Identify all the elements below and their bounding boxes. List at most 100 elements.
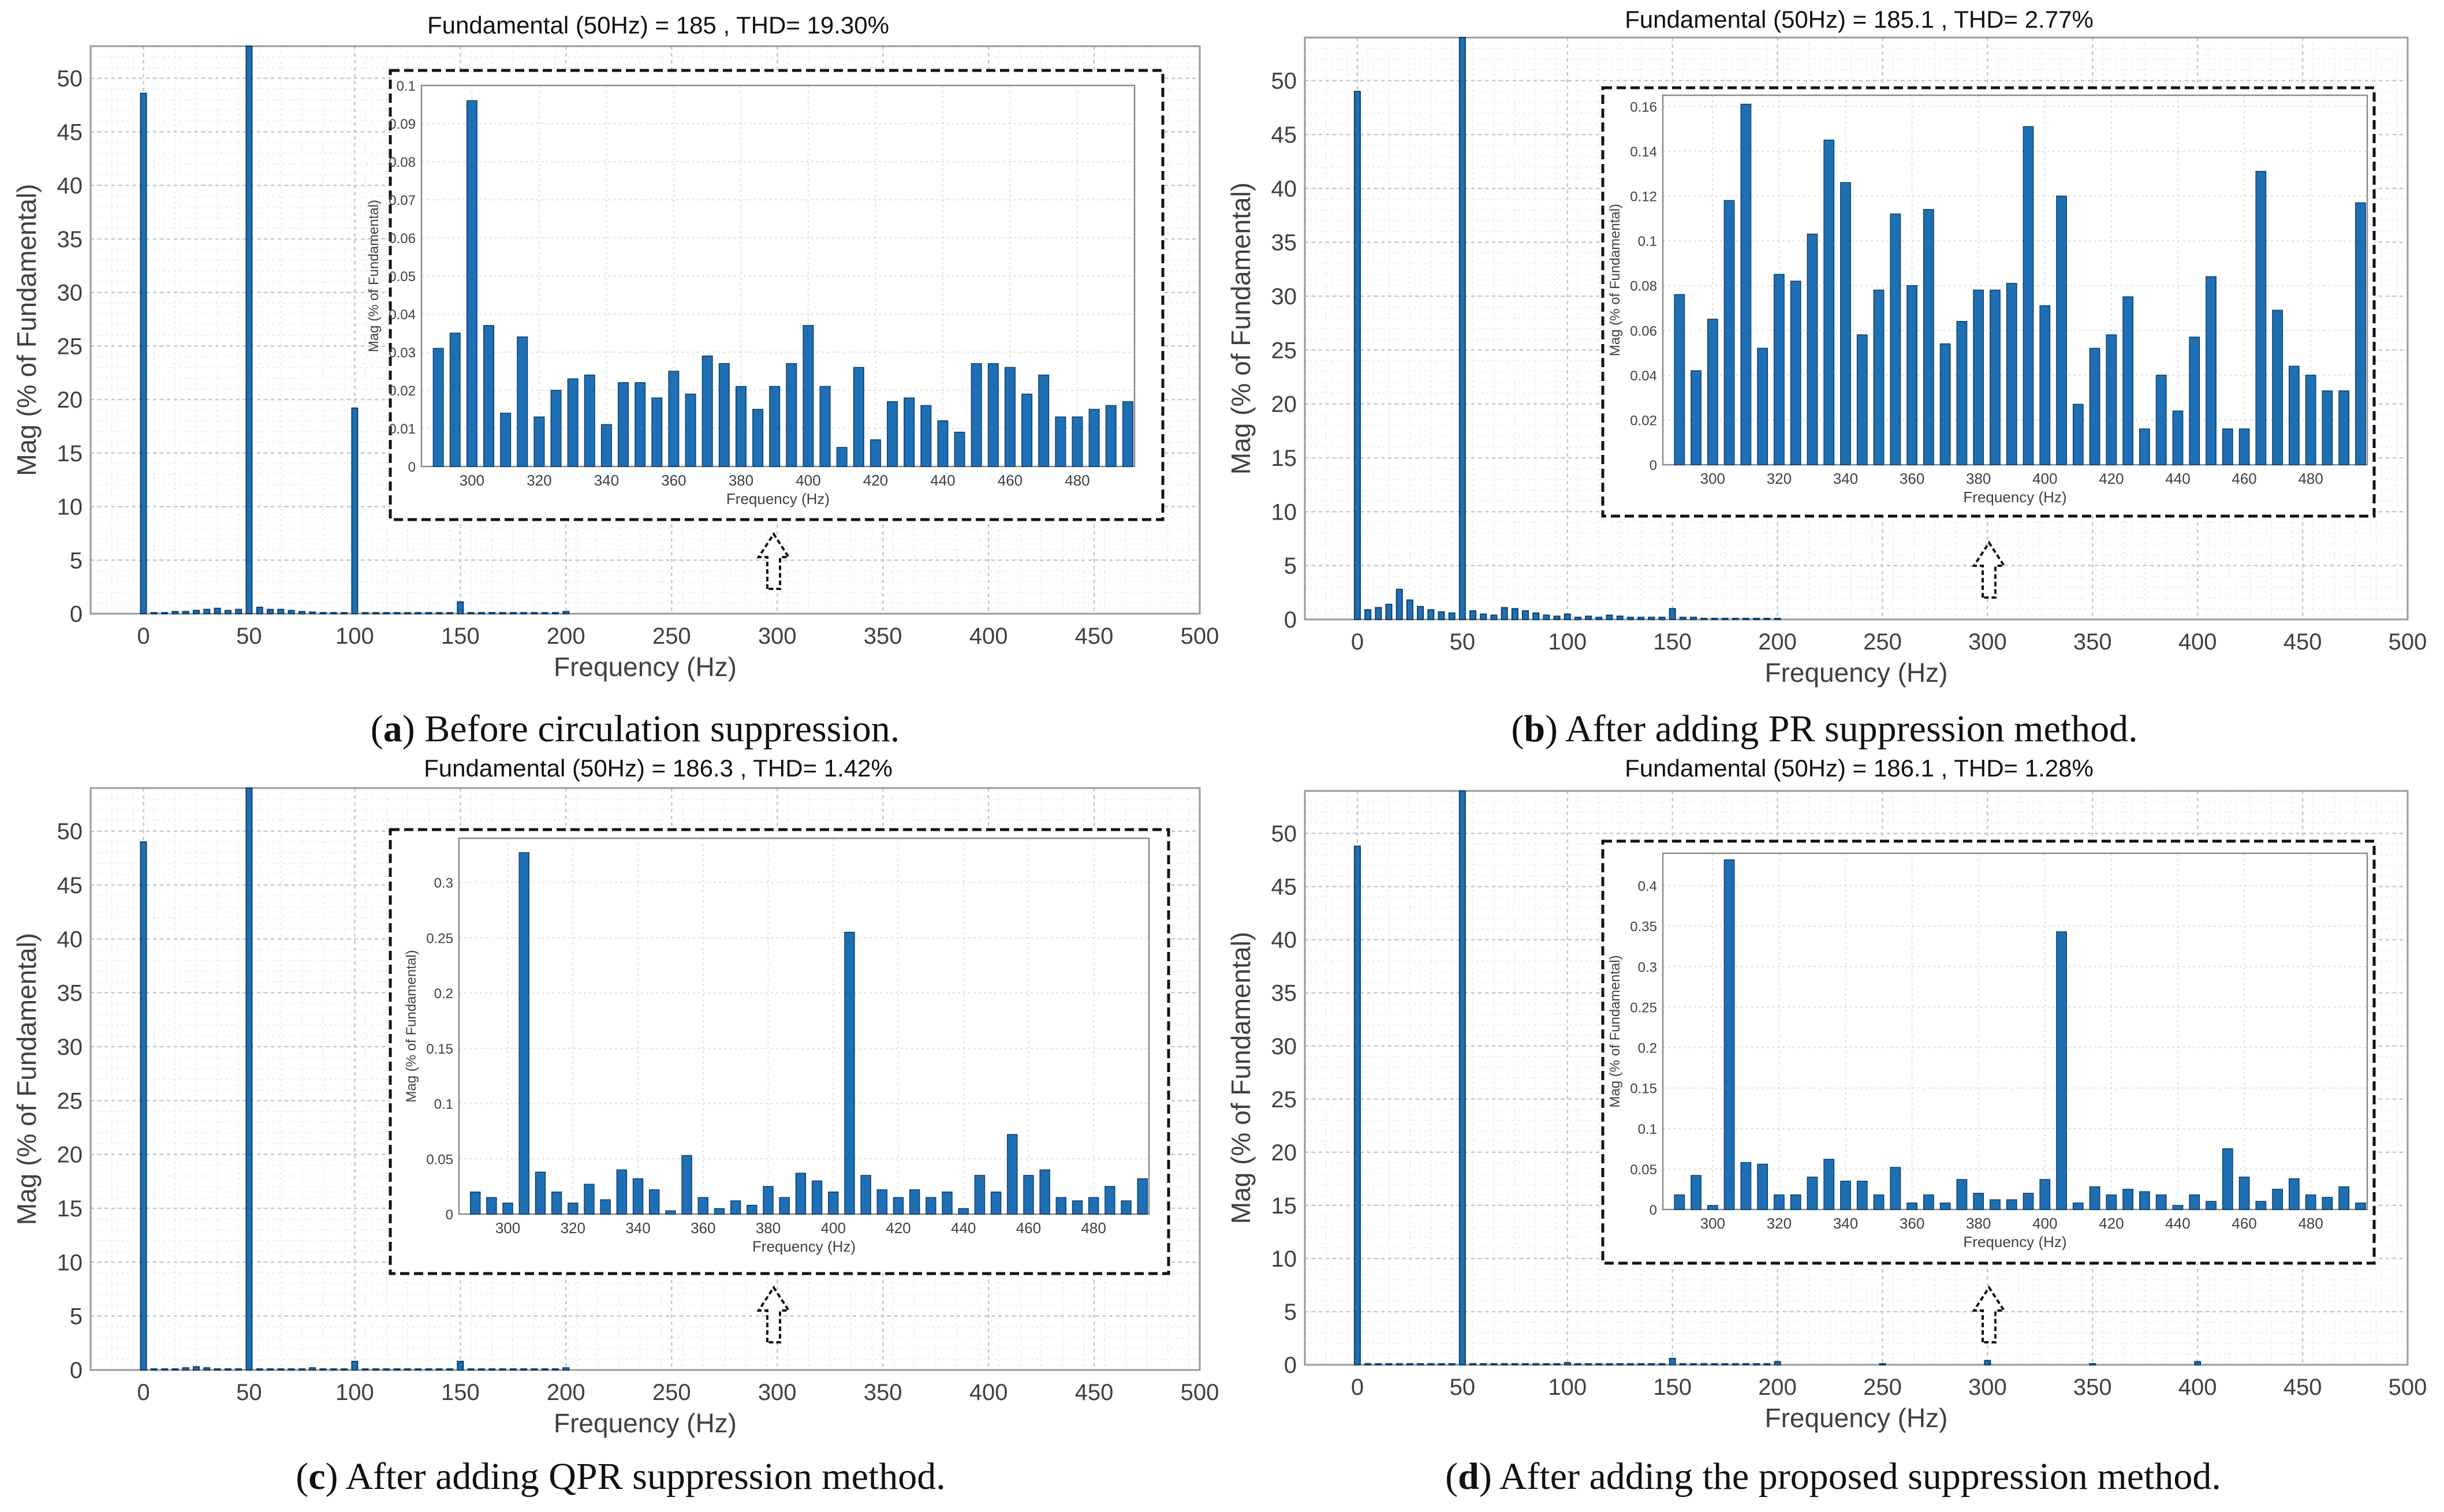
inset-bar — [2155, 1194, 2167, 1210]
inset-y-tick-label: 0.06 — [1630, 323, 1657, 339]
y-tick-label: 0 — [70, 602, 83, 627]
bar — [383, 612, 390, 615]
bar — [267, 608, 274, 615]
bar — [541, 612, 548, 615]
bar — [150, 612, 158, 615]
bar — [425, 1368, 432, 1371]
inset-x-tick-label: 360 — [1900, 1215, 1924, 1232]
inset-x-tick-label: 300 — [495, 1219, 520, 1237]
bar — [1679, 1363, 1686, 1366]
bar — [1543, 1363, 1550, 1366]
bar — [2194, 1361, 2202, 1366]
inset-chart: 300 320 340 360 380 400 420 440 460 480 0 0.01 0.02 0… — [366, 79, 1136, 507]
inset-bar — [533, 416, 545, 467]
inset-bar — [1956, 321, 1968, 465]
bar — [393, 1368, 401, 1371]
inset-y-axis-label: Mag (% of Fundamental) — [1607, 955, 1623, 1107]
caption-d: (d) After adding the proposed suppressio… — [1445, 1455, 2221, 1498]
inset-bar — [2338, 390, 2350, 465]
bar — [1606, 614, 1613, 620]
bar — [467, 612, 475, 615]
inset-bar — [904, 397, 915, 467]
y-tick-label: 40 — [1271, 928, 1297, 953]
inset-bar — [1890, 1167, 1901, 1210]
bar — [1585, 615, 1592, 621]
x-tick-label: 150 — [441, 1380, 480, 1405]
x-tick-label: 200 — [547, 1380, 585, 1405]
x-axis-label: Frequency (Hz) — [1765, 658, 1948, 688]
inset-bar — [958, 1208, 969, 1215]
inset-x-tick-label: 380 — [1966, 470, 1991, 487]
inset-bar — [2089, 348, 2100, 465]
inset-y-tick-label: 0.3 — [1638, 960, 1657, 975]
inset-x-tick-label: 440 — [2165, 1215, 2190, 1232]
inset-y-tick-label: 0.05 — [426, 1152, 453, 1167]
bar — [1375, 1363, 1382, 1366]
inset-y-tick-label: 0.03 — [389, 345, 416, 361]
inset-bar — [1674, 1194, 1685, 1210]
inset-bar — [1723, 200, 1735, 465]
inset-bar — [752, 409, 764, 467]
bar — [341, 1368, 348, 1371]
bar — [214, 607, 221, 615]
inset-bar — [1691, 370, 1702, 465]
inset-bar — [1790, 281, 1801, 465]
inset-bar — [584, 374, 595, 467]
inset-x-tick-label: 420 — [886, 1219, 911, 1237]
bar — [509, 612, 517, 615]
bar — [1721, 618, 1729, 621]
inset-x-tick-label: 380 — [756, 1219, 781, 1237]
inset-chart: 300 320 340 360 380 400 420 440 460 480 0 0.02 0.04 0… — [1607, 94, 2368, 506]
x-tick-label: 100 — [1548, 629, 1587, 655]
inset-bar — [502, 1203, 513, 1215]
bar — [1585, 1363, 1592, 1366]
inset-bar — [1757, 1163, 1768, 1210]
bar — [235, 1368, 242, 1371]
x-tick-label: 200 — [1758, 629, 1797, 655]
inset-y-tick-label: 0.04 — [1630, 368, 1657, 384]
inset-x-tick-label: 300 — [1700, 470, 1725, 487]
chart-title: Fundamental (50Hz) = 186.3 , THD= 1.42% — [424, 755, 893, 782]
inset-x-tick-label: 340 — [1833, 1215, 1858, 1232]
inset-bar — [483, 325, 494, 467]
inset-bar — [887, 401, 898, 467]
inset-bar — [2139, 428, 2150, 465]
y-tick-label: 50 — [57, 66, 83, 92]
inset-bar — [819, 386, 831, 467]
bar — [1406, 599, 1413, 621]
inset-y-tick-label: 0.15 — [1630, 1081, 1657, 1097]
bar — [1553, 1363, 1561, 1366]
y-tick-label: 45 — [57, 873, 83, 898]
bar — [1595, 617, 1603, 621]
inset-y-tick-label: 0.14 — [1630, 144, 1657, 160]
y-tick-label: 25 — [57, 1088, 83, 1114]
bar — [1648, 617, 1655, 621]
inset-plot-area — [1663, 853, 2367, 1209]
y-tick-label: 5 — [1284, 1300, 1297, 1325]
bar — [1364, 1363, 1372, 1366]
inset-bar — [2222, 1148, 2233, 1210]
x-axis-label: Frequency (Hz) — [554, 1408, 737, 1438]
inset-bar — [1956, 1179, 1968, 1210]
inset-bar — [2355, 1203, 2366, 1210]
inset-x-tick-label: 360 — [661, 472, 686, 489]
inset-bar — [990, 1191, 1002, 1215]
inset-bar — [584, 1184, 595, 1215]
bar — [1385, 1363, 1393, 1366]
bar — [1438, 1363, 1445, 1366]
inset-bar — [616, 1169, 628, 1215]
inset-bar — [518, 852, 529, 1215]
x-tick-label: 350 — [864, 1380, 902, 1405]
inset-bar — [1023, 1175, 1034, 1215]
y-tick-label: 50 — [1271, 69, 1297, 94]
inset-bar — [893, 1197, 904, 1215]
y-tick-label: 40 — [1271, 176, 1297, 201]
bar — [1427, 1363, 1435, 1366]
inset-x-tick-label: 360 — [1900, 470, 1924, 487]
inset-bar — [2289, 365, 2300, 465]
y-tick-label: 15 — [1271, 446, 1297, 471]
x-tick-label: 150 — [441, 624, 480, 649]
inset-bar — [702, 355, 713, 467]
bar — [1553, 615, 1561, 621]
x-tick-label: 250 — [652, 624, 691, 649]
